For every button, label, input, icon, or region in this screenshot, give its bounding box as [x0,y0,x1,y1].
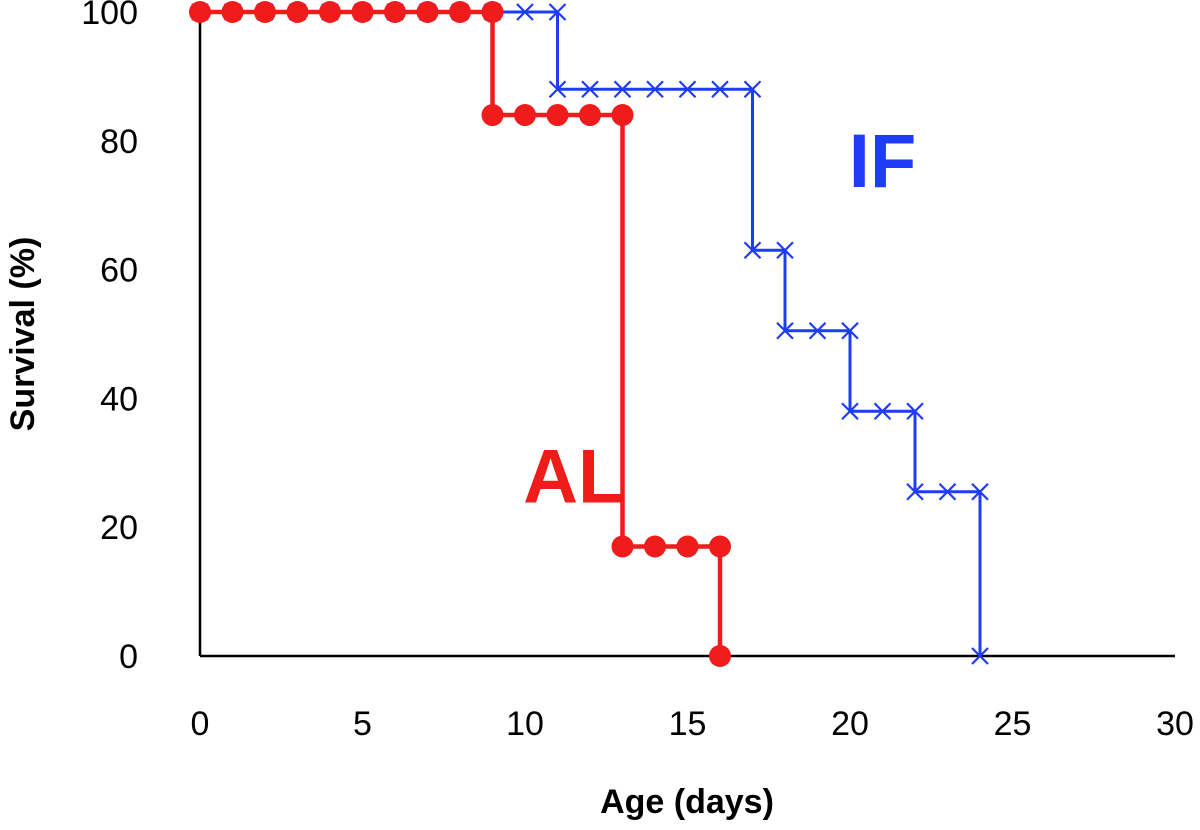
data-point-if [613,80,632,99]
y-tick-label: 60 [100,252,138,290]
series-label-al: AL [523,435,624,520]
data-point-if [841,322,859,340]
data-point-al [286,1,309,23]
data-point-al [319,1,341,23]
data-point-al [709,645,731,667]
data-point-if [906,402,924,421]
data-point-al [481,104,504,127]
data-point-al [189,1,211,23]
data-point-if [776,322,794,340]
data-point-if [548,80,567,99]
data-point-if [516,3,534,21]
data-point-if [581,80,599,99]
data-point-al [611,535,634,558]
data-point-if [646,80,664,99]
data-point-al [546,104,569,127]
x-tick-label: 0 [191,705,210,743]
x-tick-label: 25 [994,705,1032,743]
series-if [191,3,989,665]
data-point-if [743,241,762,260]
data-point-al [514,104,536,127]
data-point-al [254,1,276,23]
data-point-if [971,483,989,501]
data-point-al [709,535,731,558]
data-point-if [938,483,957,501]
data-point-if [971,647,989,665]
y-tick-labels: 0 20 40 60 80 100 [81,0,138,676]
y-tick-label: 40 [100,380,138,418]
data-point-if [808,322,827,340]
data-point-al [384,1,406,23]
x-tick-label: 15 [669,705,707,743]
data-point-al [416,1,439,23]
data-point-al [481,1,504,23]
data-point-if [743,80,762,99]
data-point-al [676,535,699,558]
y-tick-label: 100 [81,0,138,32]
data-point-al [611,104,634,127]
data-point-if [678,80,697,99]
series-al [189,1,731,667]
data-point-if [841,402,859,421]
series-label-if: IF [849,119,917,204]
data-point-if [548,3,567,21]
x-axis-title: Age (days) [600,783,774,821]
y-axis-title: Survival (%) [4,237,42,432]
y-tick-label: 80 [100,123,138,161]
x-tick-label: 20 [831,705,869,743]
data-point-al [449,1,471,23]
data-point-al [221,1,244,23]
x-tick-labels: 0 5 10 15 20 25 30 [191,705,1194,743]
data-point-if [906,483,924,501]
x-tick-label: 5 [353,705,372,743]
y-tick-label: 20 [100,509,138,547]
data-point-if [711,80,729,99]
y-tick-label: 0 [119,638,138,676]
x-tick-label: 30 [1156,705,1194,743]
data-point-al [644,535,666,558]
data-point-if [873,402,892,421]
series-line-al [200,9,723,656]
x-tick-label: 10 [506,705,544,743]
data-point-al [351,1,374,23]
series-labels: IF AL [523,119,916,520]
data-point-if [776,241,794,260]
data-point-al [579,104,601,127]
series-layer [189,1,989,667]
